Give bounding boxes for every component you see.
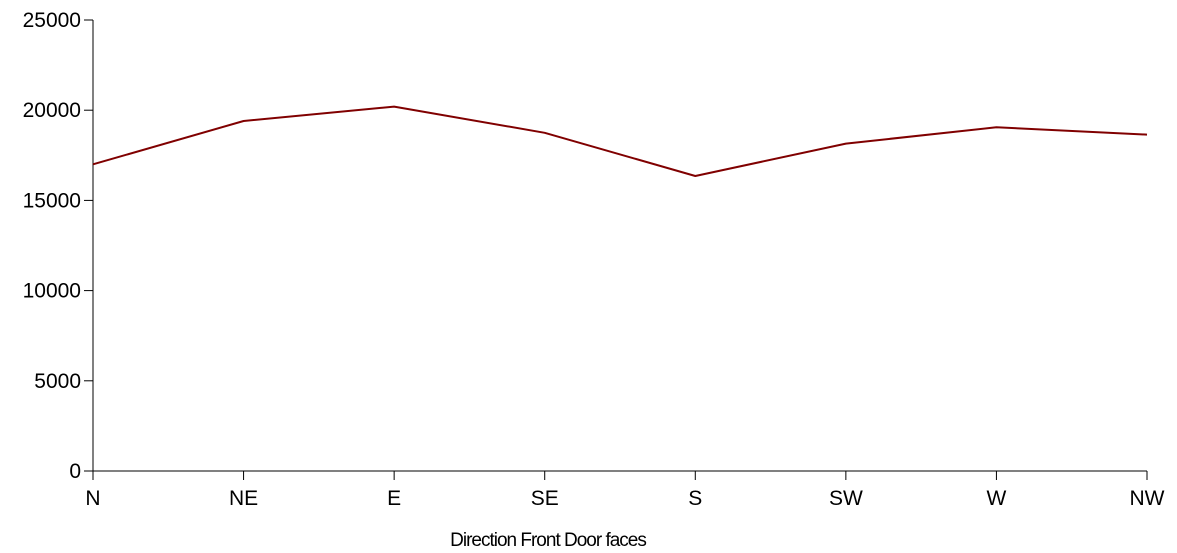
x-axis-title: Direction Front Door faces <box>450 530 646 548</box>
y-tick-label: 20000 <box>23 99 81 122</box>
series-line-0 <box>93 107 1147 176</box>
x-tick-label-sw: SW <box>829 487 863 510</box>
y-tick-label: 15000 <box>23 189 81 212</box>
y-tick-label: 0 <box>69 460 81 483</box>
y-tick-label: 5000 <box>34 370 81 393</box>
series <box>93 107 1147 176</box>
x-tick-label-ne: NE <box>229 487 258 510</box>
ticks: 0 5000 10000 15000 20000 25000 N NE E SE S SW W NW <box>23 9 1165 510</box>
x-tick-label-nw: NW <box>1130 487 1165 510</box>
x-tick-label-n: N <box>85 487 100 510</box>
axes <box>93 20 1147 471</box>
y-tick-label: 10000 <box>23 280 81 303</box>
x-tick-label-w: W <box>987 487 1007 510</box>
y-tick-label: 25000 <box>23 9 81 32</box>
x-tick-label-s: S <box>688 487 702 510</box>
x-tick-label-se: SE <box>531 487 559 510</box>
x-tick-label-e: E <box>387 487 401 510</box>
